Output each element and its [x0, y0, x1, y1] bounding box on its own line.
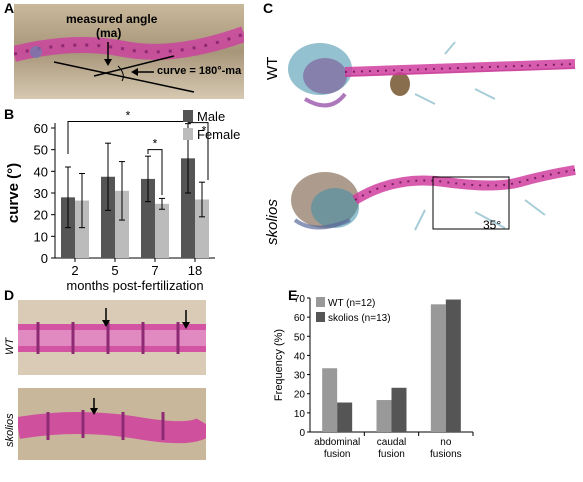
- arrow-annotations: [104, 42, 154, 76]
- bar-male: [141, 178, 155, 258]
- sig-star: *: [153, 137, 158, 151]
- vertebral-column-closeup: [14, 4, 244, 99]
- x-tick-label: caudal: [377, 437, 406, 448]
- panel-a-photo: measured angle (ma) curve = 180°-ma: [14, 4, 244, 99]
- panel-a-letter: A: [4, 0, 15, 16]
- legend-label: WT (n=12): [328, 298, 375, 309]
- label-c-angle: 35°: [483, 218, 502, 232]
- y-tick-label: 0: [299, 428, 305, 439]
- sig-star: *: [202, 124, 207, 138]
- label-measured-angle: measured angle: [66, 12, 158, 26]
- bar-series-0: [376, 400, 392, 432]
- y-axis-label: Frequency (%): [273, 329, 285, 401]
- label-c-skolios: skolios: [264, 199, 281, 245]
- y-tick-label: 60: [34, 121, 48, 136]
- label-d-skolios: skolios: [4, 413, 16, 447]
- x-tick-label: 5: [111, 263, 118, 278]
- x-tick-label: 2: [71, 263, 78, 278]
- skolios-fish-skeleton: [275, 140, 583, 270]
- label-d-wt: WT: [4, 337, 16, 355]
- panel-d-wt-photo: [18, 300, 206, 375]
- legend-label: Male: [197, 109, 225, 124]
- wt-vertebrae-closeup: [18, 300, 206, 375]
- y-tick-label: 60: [294, 313, 306, 324]
- panel-d-skolios-photo: [18, 388, 206, 460]
- legend-swatch: [316, 297, 325, 307]
- bar-female: [195, 199, 209, 258]
- bar-series-0: [322, 368, 338, 432]
- legend-swatch: [316, 312, 325, 322]
- y-tick-label: 70: [294, 294, 306, 305]
- x-tick-label: 18: [188, 263, 202, 278]
- bar-male: [181, 158, 195, 258]
- bar-series-1: [445, 299, 461, 432]
- legend-swatch: [183, 110, 193, 122]
- sig-bracket: [188, 122, 209, 180]
- panel-e-letter: E: [288, 287, 298, 303]
- panel-d-letter: D: [4, 287, 15, 303]
- y-tick-label: 50: [294, 332, 306, 343]
- y-tick-label: 10: [294, 409, 306, 420]
- y-tick-label: 40: [34, 164, 48, 179]
- panel-c-letter: C: [263, 0, 274, 16]
- y-tick-label: 20: [294, 390, 306, 401]
- label-c-wt: WT: [264, 56, 281, 80]
- bar-series-0: [430, 304, 446, 432]
- y-tick-label: 10: [34, 229, 48, 244]
- bar-series-1: [391, 387, 407, 432]
- legend-label: Female: [197, 127, 240, 142]
- panel-c-skolios-photo: 35°: [275, 140, 583, 270]
- bar-female: [115, 190, 129, 258]
- panel-c-wt-photo: [275, 4, 583, 134]
- bar-male: [101, 176, 115, 258]
- x-tick-label: fusion: [378, 449, 405, 460]
- x-tick-label: 7: [151, 263, 158, 278]
- y-tick-label: 50: [34, 143, 48, 158]
- sig-bracket: [67, 121, 189, 154]
- sig-star: *: [126, 109, 131, 123]
- x-tick-label: no: [440, 437, 452, 448]
- y-axis-label: curve (°): [5, 163, 22, 223]
- label-curve: curve = 180°-ma: [157, 65, 242, 77]
- bar-series-1: [337, 402, 353, 432]
- label-ma: (ma): [96, 26, 122, 40]
- y-tick-label: 30: [294, 371, 306, 382]
- bar-female: [155, 203, 169, 258]
- y-tick-label: 20: [34, 208, 48, 223]
- x-tick-label: fusion: [324, 449, 351, 460]
- wt-fish-skeleton: [275, 4, 583, 134]
- legend-label: skolios (n=13): [328, 313, 391, 324]
- skolios-vertebrae-closeup: [18, 388, 206, 460]
- y-tick-label: 40: [294, 351, 306, 362]
- x-axis-label: months post-fertilization: [66, 278, 203, 293]
- x-tick-label: fusions: [430, 449, 462, 460]
- y-tick-label: 0: [41, 251, 48, 266]
- x-tick-label: abdominal: [314, 437, 360, 448]
- y-tick-label: 30: [34, 186, 48, 201]
- panel-b-letter: B: [4, 106, 15, 122]
- bar-female: [75, 200, 89, 258]
- legend-swatch: [183, 128, 193, 140]
- sig-bracket: [147, 149, 163, 196]
